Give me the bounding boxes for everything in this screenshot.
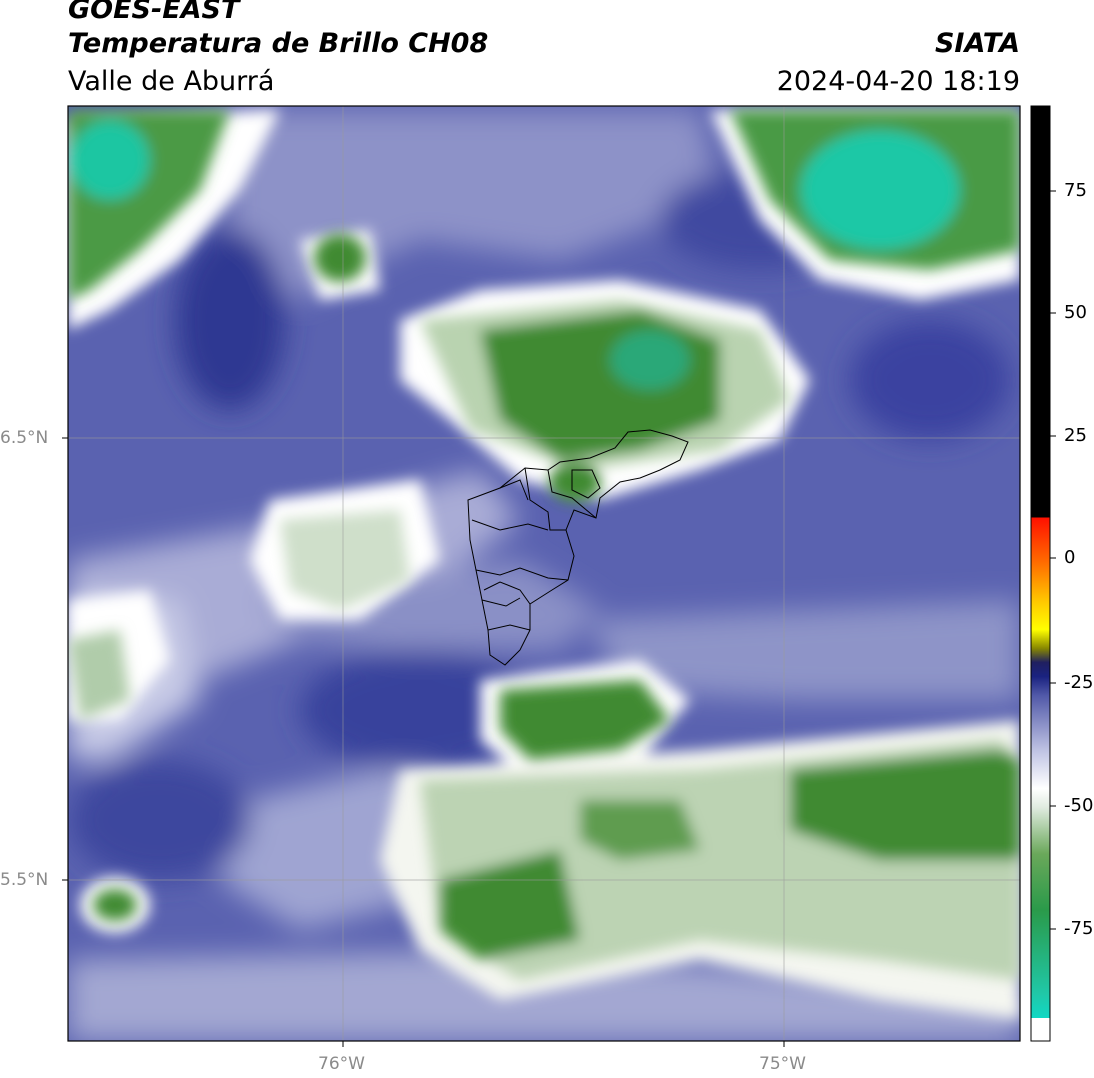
graticule: [68, 106, 1020, 1041]
satellite-title: GOES-EAST: [68, 0, 240, 25]
municipal-boundaries: [467, 429, 689, 666]
colorbar-tick: -75: [1064, 918, 1094, 939]
colorbar-frame: [1030, 105, 1051, 1042]
product-title: Temperatura de Brillo CH08: [68, 28, 489, 59]
colorbar-tick: 0: [1064, 547, 1076, 568]
colorbar-tick: -25: [1064, 672, 1094, 693]
colorbar-tick: 50: [1064, 302, 1087, 323]
lon-label-75: 75°W: [759, 1054, 806, 1074]
colorbar-tick: -50: [1064, 795, 1094, 816]
datetime-label: 2024-04-20 18:19: [776, 66, 1020, 97]
map-frame: [67, 105, 1021, 1042]
lat-label-5-5: 5.5°N: [0, 870, 49, 890]
lat-label-6-5: 6.5°N: [0, 428, 49, 448]
brightness-temperature-field: [68, 106, 1020, 1041]
colorbar: [1031, 106, 1050, 1041]
lon-label-76: 76°W: [318, 1054, 365, 1074]
agency-label: SIATA: [934, 28, 1020, 59]
region-title: Valle de Aburrá: [68, 66, 275, 97]
colorbar-tick: 75: [1064, 180, 1087, 201]
colorbar-tick: 25: [1064, 425, 1087, 446]
